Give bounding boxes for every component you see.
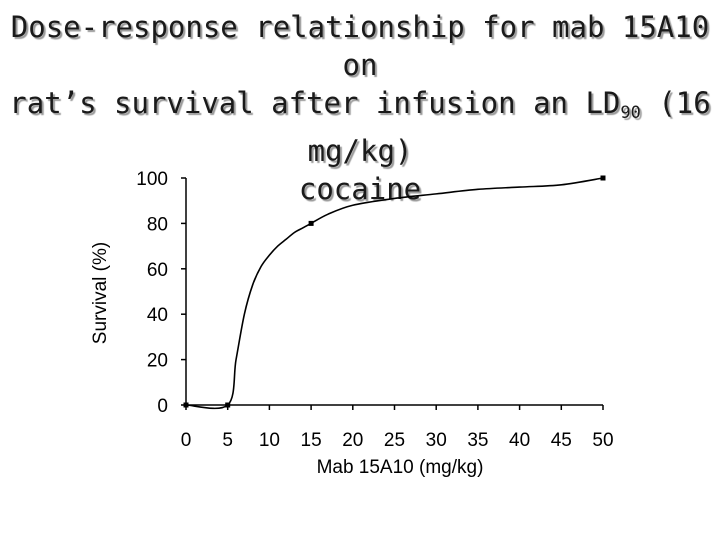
- data-point-marker: [600, 175, 606, 181]
- data-point-marker: [308, 220, 314, 226]
- data-point-marker: [225, 402, 231, 408]
- data-point-marker: [183, 402, 189, 408]
- y-tick-label: 80: [147, 214, 168, 235]
- slide-title: Dose-response relationship for mab 15A10…: [0, 8, 720, 208]
- x-tick-label: 45: [551, 430, 572, 451]
- x-axis-label: Mab 15A10 (mg/kg): [317, 457, 484, 478]
- series: [183, 175, 606, 410]
- y-axis-label: Survival (%): [90, 242, 111, 344]
- x-tick-label: 40: [509, 430, 530, 451]
- y-tick-label: 0: [157, 396, 168, 417]
- y-axis: 0 20 40 60 80 100: [136, 169, 187, 417]
- title-line-2-text: rat’s survival after infusion an LD: [9, 86, 621, 120]
- x-tick-label: 30: [426, 430, 447, 451]
- x-tick-label: 50: [592, 430, 613, 451]
- title-line-2-subscript: 90: [620, 103, 641, 123]
- y-tick-label: 40: [147, 305, 168, 326]
- y-tick-label: 100: [136, 169, 168, 190]
- x-tick-label: 35: [467, 430, 488, 451]
- title-line-1: Dose-response relationship for mab 15A10…: [10, 10, 710, 82]
- title-line-2: rat’s survival after infusion an LD90 (1…: [0, 84, 720, 170]
- x-axis: 0 5 10 15 20 25 30 35 40 45 50: [181, 404, 614, 451]
- x-tick-label: 5: [222, 430, 233, 451]
- fitted-curve: [185, 177, 604, 410]
- x-tick-label: 15: [301, 430, 322, 451]
- x-tick-label: 25: [384, 430, 405, 451]
- x-tick-label: 20: [342, 430, 363, 451]
- title-line-3: cocaine: [298, 172, 422, 206]
- y-tick-label: 60: [147, 260, 168, 281]
- title-line-2-text-end: (16 mg/kg): [307, 86, 711, 168]
- x-tick-label: 0: [181, 430, 192, 451]
- x-tick-label: 10: [259, 430, 280, 451]
- y-tick-label: 20: [147, 351, 168, 372]
